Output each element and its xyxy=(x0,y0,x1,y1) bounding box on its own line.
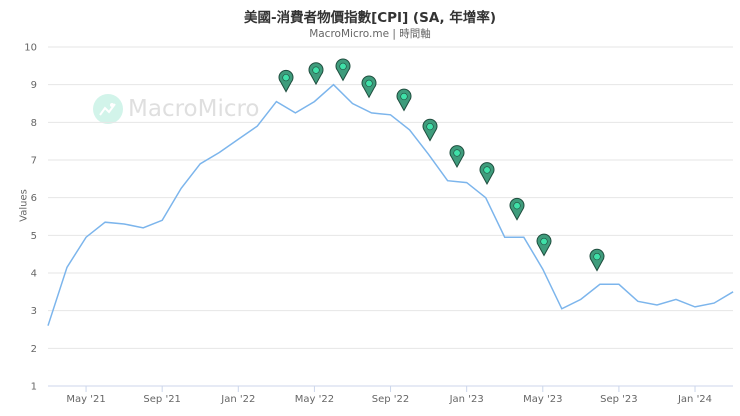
map-pin-icon[interactable] xyxy=(536,233,552,257)
x-tick-label: May '21 xyxy=(66,394,105,405)
y-tick-label: 10 xyxy=(24,43,37,54)
x-tick-label: Jan '22 xyxy=(220,394,255,405)
watermark: MacroMicro xyxy=(93,94,260,124)
y-tick-label: 1 xyxy=(31,382,37,393)
cpi-line[interactable] xyxy=(47,83,734,326)
map-pin-icon[interactable] xyxy=(589,248,605,272)
subtitle-separator: | xyxy=(389,28,400,40)
x-tick-label: May '22 xyxy=(295,394,334,405)
macromicro-logo-icon xyxy=(93,94,123,124)
y-tick-label: 8 xyxy=(31,118,37,129)
map-pin-icon[interactable] xyxy=(361,75,377,99)
y-axis-ticks: 1 2 3 4 5 6 7 8 9 10 xyxy=(24,43,37,393)
y-tick-label: 2 xyxy=(31,344,37,355)
subtitle-site: MacroMicro.me xyxy=(309,28,390,40)
map-pin-icon[interactable] xyxy=(335,58,351,82)
y-tick-label: 7 xyxy=(31,156,37,167)
map-pin-icon[interactable] xyxy=(308,62,324,86)
y-tick-label: 5 xyxy=(31,231,37,242)
x-tick-label: Sep '21 xyxy=(143,394,181,405)
watermark-text: MacroMicro xyxy=(128,96,260,122)
x-axis: May '21 Sep '21 Jan '22 May '22 Sep '22 Jan '… xyxy=(48,385,733,405)
x-tick-label: Jan '23 xyxy=(449,394,484,405)
map-pin-icon[interactable] xyxy=(422,118,438,142)
x-tick-label: May '23 xyxy=(523,394,562,405)
chart-title: 美國-消費者物價指數[CPI] (SA, 年增率) xyxy=(243,10,497,26)
y-tick-label: 9 xyxy=(31,80,37,91)
x-tick-label: Jan '24 xyxy=(677,394,712,405)
y-tick-label: 6 xyxy=(31,193,37,204)
y-tick-label: 4 xyxy=(31,269,37,280)
x-tick-label: Sep '23 xyxy=(600,394,638,405)
grid-lines xyxy=(48,46,733,387)
map-pin-icon[interactable] xyxy=(479,162,495,185)
map-pin-icon[interactable] xyxy=(278,69,294,93)
timeline-link[interactable]: 時間軸 xyxy=(399,28,431,40)
y-tick-label: 3 xyxy=(31,306,37,317)
map-pin-icon[interactable] xyxy=(509,197,525,221)
annotation-markers[interactable] xyxy=(278,58,605,272)
map-pin-icon[interactable] xyxy=(396,88,412,112)
x-tick-label: Sep '22 xyxy=(372,394,410,405)
map-pin-icon[interactable] xyxy=(449,145,465,169)
chart-subtitle: MacroMicro.me | 時間軸 xyxy=(0,26,740,41)
